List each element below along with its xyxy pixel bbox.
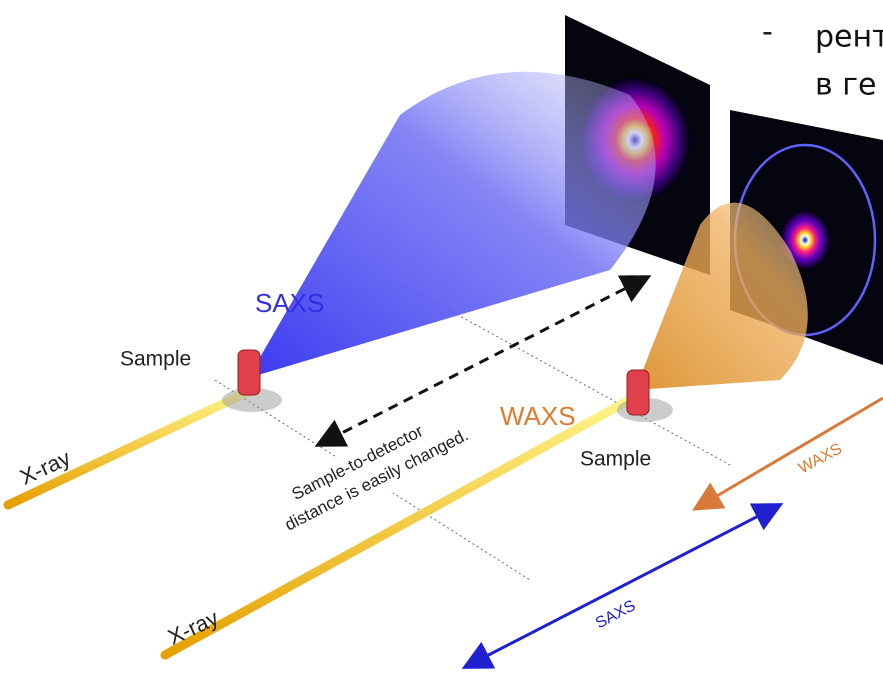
sample [626, 369, 650, 416]
distance-arrow [314, 275, 652, 447]
saxs-cone [248, 71, 656, 378]
header-text: рент [815, 20, 883, 55]
scatter-pattern [780, 210, 830, 270]
saxs-arrow-label: SAXS [593, 597, 639, 632]
note-box [261, 392, 489, 547]
header-text: в ге [815, 68, 876, 103]
waxs-label: WAXS [500, 401, 576, 431]
saxs-arrow [461, 503, 784, 669]
sample-label: Sample [580, 448, 651, 471]
sample-shadow [222, 388, 282, 412]
waxs-cone [635, 202, 808, 390]
waxs-arrow [692, 396, 883, 511]
bullet: - [762, 15, 773, 50]
saxs-label: SAXS [255, 288, 324, 318]
sample-label: Sample [120, 348, 191, 371]
xray-beam [3, 387, 253, 510]
sample [237, 349, 261, 396]
